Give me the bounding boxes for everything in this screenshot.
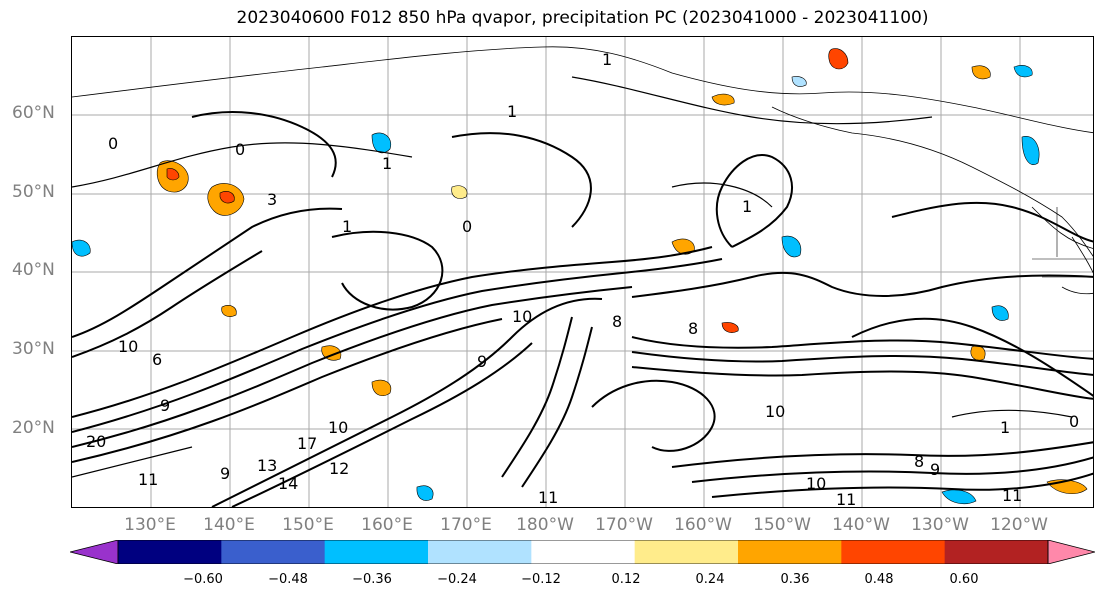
colorbar-tick: 0.24	[695, 572, 725, 587]
contour-label: 11	[538, 488, 558, 507]
colorbar-segments	[118, 540, 1049, 564]
contour-label: 6	[152, 350, 162, 369]
lat-label: 50°N	[12, 182, 55, 202]
lon-label: 150°W	[753, 515, 811, 535]
colorbar-tick: −0.48	[268, 572, 308, 587]
lat-label: 20°N	[12, 418, 55, 438]
colorbar-segment	[944, 540, 1049, 564]
map-panel[interactable]: 0 0 3 0 1 1 1 1 1 10 6 9 11 20 9 13 14 1…	[71, 36, 1094, 508]
lat-label: 40°N	[12, 260, 55, 280]
lat-label: 30°N	[12, 339, 55, 359]
contour-label: 3	[267, 190, 277, 209]
contour-label: 12	[329, 459, 349, 478]
colorbar-tick: 0.12	[611, 572, 641, 587]
contour-label: 1	[342, 217, 352, 236]
colorbar-segment	[531, 540, 636, 564]
lon-label: 170°E	[440, 515, 492, 535]
contour-label: 10	[765, 402, 785, 421]
contour-label: 8	[914, 452, 924, 471]
colorbar-segment	[324, 540, 429, 564]
contour-label: 17	[297, 434, 317, 453]
lon-label: 160°W	[674, 515, 732, 535]
colorbar-tick: 0.36	[780, 572, 810, 587]
contour-label: 1	[742, 197, 752, 216]
contour-label-group: 0 0 3 0 1 1 1 1 1 10 6 9 11 20 9 13 14 1…	[86, 50, 1079, 508]
colorbar-tick: −0.60	[183, 572, 223, 587]
contour-label: 1	[602, 50, 612, 69]
contour-label: 0	[462, 217, 472, 236]
contour-label: 0	[108, 134, 118, 153]
thin-contours	[72, 76, 1073, 478]
contour-label: 10	[806, 474, 826, 493]
colorbar-tick: 0.48	[864, 572, 894, 587]
contour-label: 0	[1069, 412, 1079, 431]
colorbar-tick: −0.24	[437, 572, 477, 587]
lon-label: 140°E	[203, 515, 255, 535]
precip-shading	[72, 48, 1088, 504]
borders	[1032, 207, 1093, 278]
lon-label: 150°E	[282, 515, 334, 535]
lon-label: 120°W	[990, 515, 1048, 535]
contour-label: 10	[328, 418, 348, 437]
lon-label: 130°E	[124, 515, 176, 535]
lon-label: 140°W	[832, 515, 890, 535]
contour-label: 0	[235, 140, 245, 159]
contour-label: 20	[86, 432, 106, 451]
contour-label: 8	[612, 312, 622, 331]
lat-label: 60°N	[12, 103, 55, 123]
contour-label: 10	[512, 307, 532, 326]
colorbar-segment	[118, 540, 222, 564]
contour-label: 13	[257, 456, 277, 475]
coastlines	[72, 46, 1093, 295]
colorbar-segment	[738, 540, 842, 564]
colorbar-tick: −0.36	[352, 572, 392, 587]
colorbar-tick: −0.12	[521, 572, 561, 587]
lon-label: 130°W	[911, 515, 969, 535]
map-title: 2023040600 F012 850 hPa qvapor, precipit…	[236, 8, 929, 28]
colorbar-frame	[117, 540, 1049, 564]
contour-label: 9	[220, 464, 230, 483]
contour-label: 9	[477, 352, 487, 371]
contour-map: 0 0 3 0 1 1 1 1 1 10 6 9 11 20 9 13 14 1…	[72, 37, 1093, 508]
colorbar-extend-low	[70, 540, 119, 564]
contour-label: 1	[382, 154, 392, 173]
contour-label: 11	[836, 490, 856, 508]
colorbar-extend-high	[1047, 540, 1095, 564]
contour-label: 1	[1000, 418, 1010, 437]
colorbar-segment	[428, 540, 532, 564]
contour-label: 8	[688, 319, 698, 338]
lon-label: 170°W	[595, 515, 653, 535]
lon-label: 160°E	[361, 515, 413, 535]
colorbar	[70, 540, 1095, 564]
colorbar-segment	[221, 540, 326, 564]
contour-label: 10	[118, 337, 138, 356]
colorbar-segment	[634, 540, 739, 564]
lon-label: 180°W	[516, 515, 574, 535]
contour-label: 1	[507, 102, 517, 121]
contour-label: 9	[930, 460, 940, 479]
contour-label: 11	[138, 470, 158, 489]
colorbar-segment	[841, 540, 946, 564]
contour-label: 14	[278, 474, 298, 493]
colorbar-tick: 0.60	[949, 572, 979, 587]
contour-lines	[72, 111, 1093, 507]
contour-label: 11	[1002, 486, 1022, 505]
contour-label: 9	[160, 396, 170, 415]
